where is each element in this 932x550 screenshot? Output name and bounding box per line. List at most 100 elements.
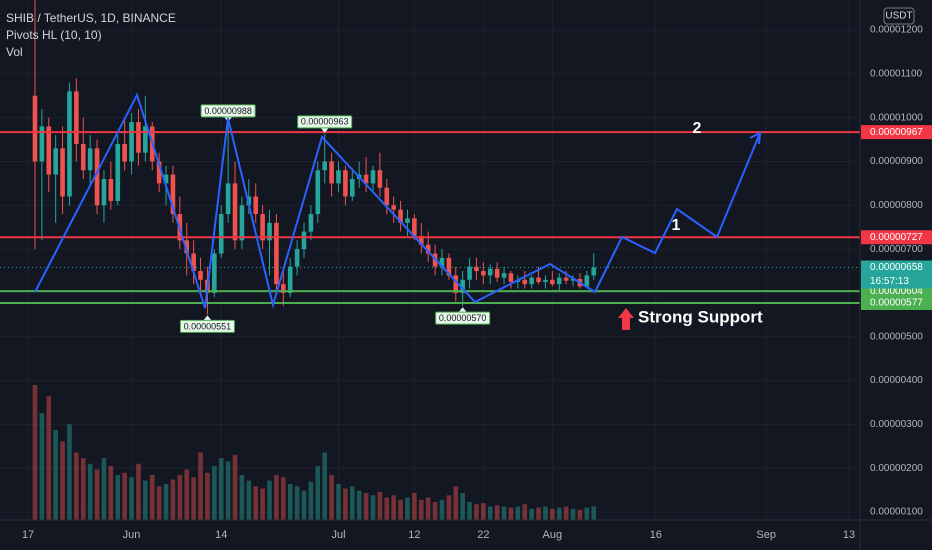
candle-body [198,271,203,280]
candle-body [218,214,224,254]
candle-body [467,266,472,280]
volume-bar [136,463,141,520]
pivot-pointer [203,315,212,321]
volume-bar [274,475,279,520]
volume-bar [343,488,348,520]
volume-bar [563,506,569,520]
x-tick-label: Jul [331,529,345,541]
candle-body [536,277,541,282]
volume-bar [260,488,265,520]
candle-body [474,266,479,272]
candle-body [550,279,555,285]
volume-bar [87,463,93,520]
currency: USDT [885,11,912,22]
volume-bar [536,507,541,520]
candle-body [163,174,169,184]
level-box [861,230,932,245]
candle-body [439,257,445,267]
candle-body [460,279,465,293]
volume-bar [129,477,134,520]
level-label: 0.00000967 [870,127,923,138]
volume-bar [294,486,300,520]
volume-bar [253,486,259,520]
volume-bar [239,475,245,520]
candle-body [232,183,238,241]
candle-body [501,273,507,278]
volume-label: Vol [6,45,23,59]
x-tick-label: Aug [543,529,563,541]
candle-body [53,148,58,175]
candle-body [494,268,500,278]
volume-bar [212,466,217,520]
volume-bar [315,466,321,520]
volume-bar [356,490,362,520]
candle-body [170,174,176,215]
candle-body [287,266,293,293]
indicator: Pivots HL (10, 10) [6,28,102,42]
volume-bar [501,506,507,520]
x-tick-label: 17 [22,529,34,541]
volume-bar [108,466,114,520]
candle-body [294,249,300,267]
pivot-box [200,104,256,118]
volume-bar [391,495,396,520]
candle-body [349,179,355,197]
volume-bar [287,484,293,520]
x-tick-label: Sep [756,529,776,541]
volume-bar [370,495,376,520]
y-tick-label: 0.00000300 [870,419,923,430]
candle-body [522,279,528,285]
candle-body [322,161,327,171]
volume-bar [412,493,417,520]
up-arrow [618,308,634,330]
candle-body [32,95,38,162]
y-tick-label: 0.00000500 [870,331,923,342]
candle-body [191,253,196,272]
candle-body [398,209,403,223]
volume-bar [481,503,486,520]
volume-bar [101,458,107,520]
volume-bar [170,479,176,520]
x-tick-label: 16 [650,529,662,541]
volume-bar [384,497,390,520]
volume-bar [398,499,403,520]
volume-bar [246,480,252,520]
level-label: 0.00000577 [870,298,923,309]
candle-body [418,235,424,245]
volume-bar [301,490,307,520]
y-tick-label: 0.00000700 [870,244,923,255]
volume-bar [205,472,210,520]
pivot-pointer [458,307,467,313]
x-tick-label: Jun [123,529,141,541]
candle-body [508,273,514,282]
volume-bar [487,506,493,520]
candle-body [101,179,107,206]
pivot-pointer [320,127,329,133]
volume-bar [432,502,438,520]
countdown: 16:57:13 [870,276,909,287]
volume-bar [322,452,327,520]
volume-bar [439,499,445,520]
pivot-box [179,319,235,333]
candle-body [267,222,272,241]
candle-body [336,170,341,184]
candle-body [308,214,314,232]
candle-body [156,161,162,184]
volume-bar [225,461,231,520]
volume-bar [329,475,334,520]
y-tick-label: 0.00001000 [870,112,923,123]
volume-bar [508,507,514,520]
candle-body [453,275,459,293]
y-tick-label: 0.00000400 [870,375,923,386]
candle-body [391,205,396,210]
volume-bar [515,506,521,520]
candle-body [301,231,307,250]
candle-body [563,277,569,281]
volume-bar [467,502,472,520]
y-tick-label: 0.00000900 [870,156,923,167]
candle-body [343,170,348,197]
candle-body [543,279,548,282]
